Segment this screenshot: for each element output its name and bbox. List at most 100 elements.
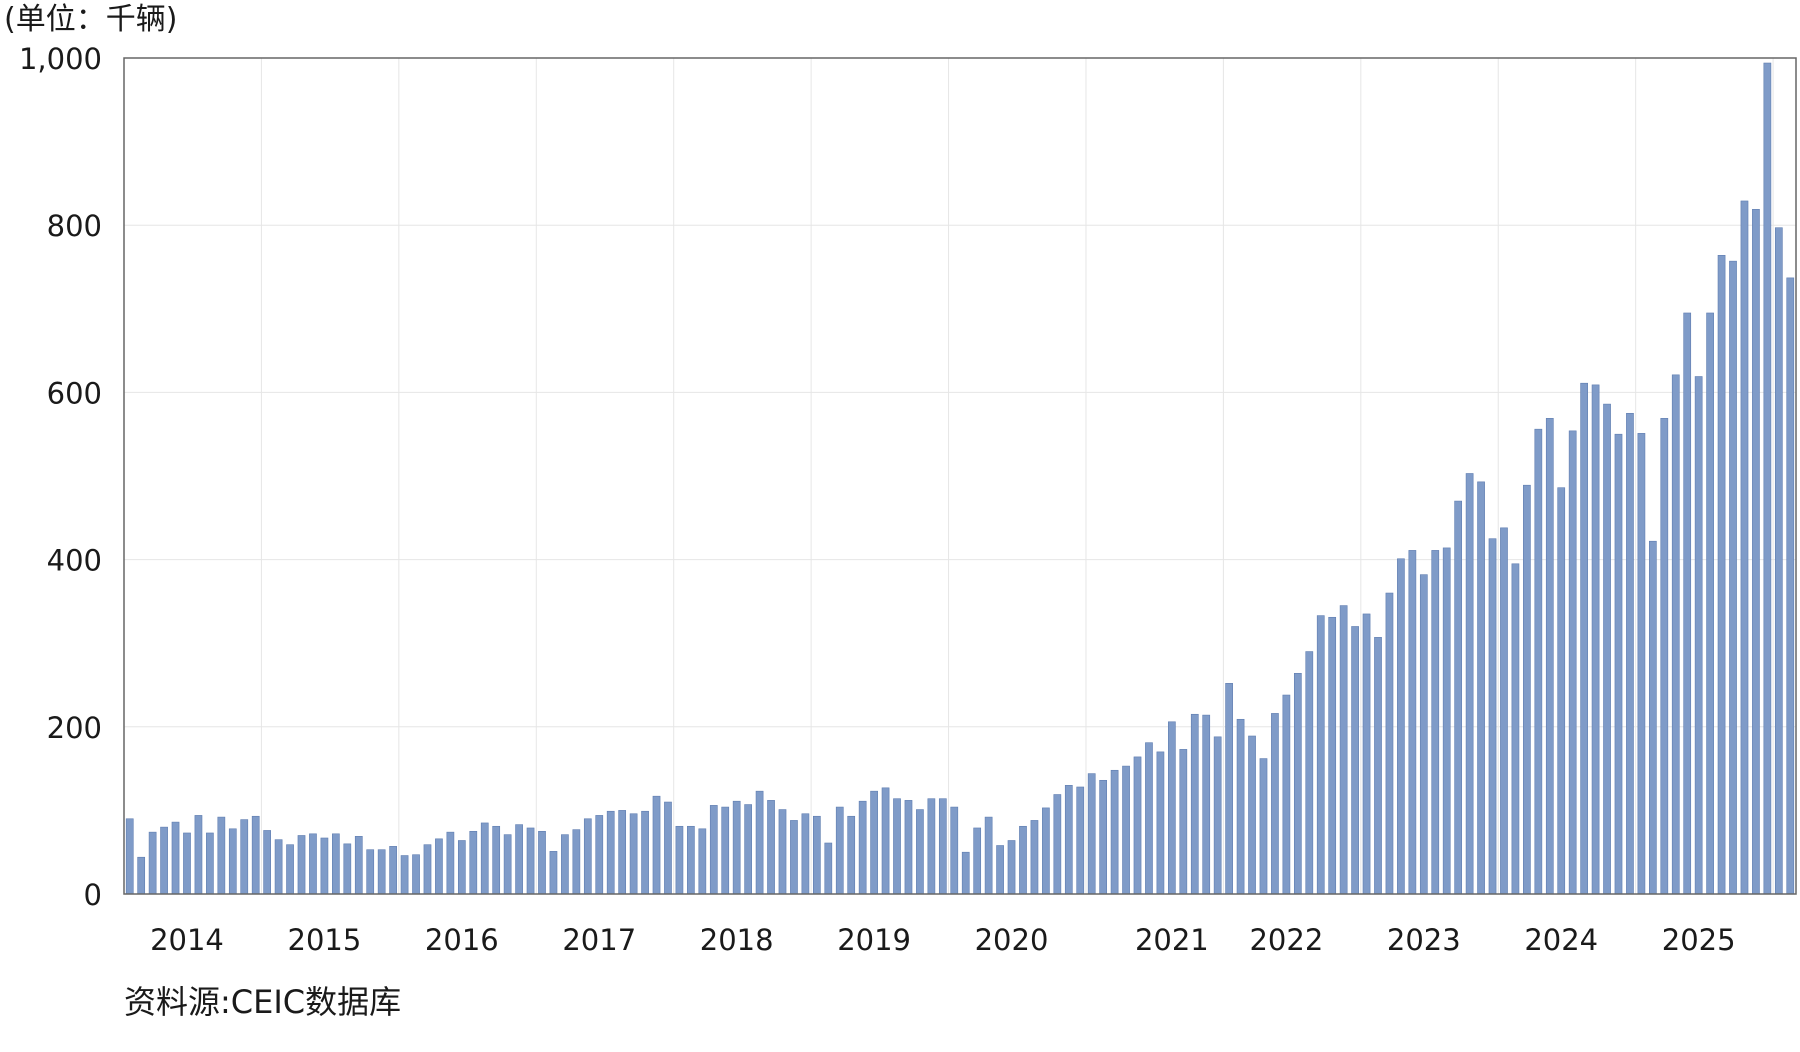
bar: [1523, 484, 1531, 895]
bar: [1774, 227, 1783, 895]
bar: [1202, 714, 1211, 895]
bar: [1213, 736, 1222, 895]
bar: [332, 833, 340, 895]
bar: [721, 806, 730, 895]
bar: [1729, 260, 1737, 895]
bar: [1007, 840, 1016, 895]
bar: [1545, 418, 1554, 895]
bar: [206, 832, 214, 895]
bar: [1236, 718, 1245, 895]
bar: [927, 798, 936, 895]
bar: [1190, 713, 1199, 895]
x-tick-label: 2017: [562, 923, 636, 957]
bar: [1603, 403, 1611, 895]
bar: [1488, 538, 1497, 895]
bar: [744, 804, 752, 895]
bar: [1351, 626, 1359, 895]
bar: [377, 849, 386, 895]
plot-frame: [123, 57, 1797, 895]
bar: [1660, 418, 1669, 895]
bar: [950, 806, 959, 895]
bar: [1465, 473, 1474, 895]
bar: [893, 798, 901, 895]
bar: [583, 818, 592, 895]
bar: [1042, 807, 1050, 895]
bar: [1259, 758, 1268, 895]
bar: [1694, 376, 1703, 895]
bar: [1671, 374, 1680, 895]
bar: [858, 800, 867, 895]
bar: [1626, 412, 1634, 895]
bar: [1557, 487, 1566, 895]
bar: [1591, 384, 1600, 895]
bar: [1374, 637, 1382, 895]
x-tick-label: 2022: [1249, 923, 1323, 957]
bar: [1225, 683, 1233, 895]
bar: [217, 816, 226, 895]
bar: [148, 831, 157, 895]
bar: [973, 827, 982, 895]
x-tick-label: 2021: [1135, 923, 1209, 957]
bar: [492, 825, 501, 895]
x-tick-label: 2019: [837, 923, 911, 957]
y-tick-label: 800: [47, 209, 102, 243]
bar: [263, 830, 272, 895]
y-tick-label: 400: [47, 544, 102, 578]
bar: [629, 813, 638, 895]
x-tick-labels: 2014 2015 2016 2017 2018 2019 2020 2021 2022 2023…: [150, 923, 1735, 957]
bar: [1534, 428, 1543, 895]
bar: [641, 810, 649, 895]
bar: [938, 798, 947, 895]
bar: [961, 851, 970, 895]
bar: [1454, 500, 1463, 895]
bar: [343, 843, 352, 895]
bar: [1717, 255, 1726, 895]
bar: [423, 844, 432, 895]
bar: [1156, 751, 1165, 895]
bar: [1133, 756, 1142, 895]
bar: [366, 849, 375, 895]
bar: [171, 821, 180, 895]
bar: [1683, 312, 1692, 895]
bar: [1763, 62, 1772, 895]
x-tick-label: 2024: [1524, 923, 1598, 957]
bar: [778, 809, 787, 895]
bar: [1786, 277, 1795, 895]
bar: [183, 832, 191, 895]
bar: [480, 822, 489, 895]
bar: [687, 825, 695, 895]
bar: [1271, 713, 1279, 895]
bar: [1408, 550, 1417, 895]
bar: [549, 851, 558, 895]
bar: [904, 800, 913, 895]
bar: [767, 800, 775, 895]
bar: [286, 844, 294, 895]
x-tick-label: 2025: [1662, 923, 1736, 957]
bar: [755, 790, 764, 895]
bar: [1752, 209, 1760, 895]
bar: [916, 809, 924, 895]
bar: [1442, 547, 1451, 895]
bar: [389, 846, 397, 895]
y-tick-label: 200: [47, 711, 102, 745]
bar: [125, 818, 134, 895]
x-tick-label: 2020: [975, 923, 1049, 957]
bar: [1511, 563, 1520, 895]
bar: [847, 815, 856, 895]
bar: [984, 816, 993, 895]
bar: [675, 825, 684, 895]
bar: [572, 829, 581, 895]
bar: [194, 815, 203, 895]
bar: [1064, 785, 1073, 895]
bar: [801, 813, 810, 895]
bar: [1076, 786, 1085, 895]
bar: [469, 830, 478, 895]
bar: [881, 787, 890, 895]
bar: [1339, 605, 1348, 895]
bar: [412, 854, 420, 895]
bar: [664, 801, 672, 895]
bar: [137, 856, 146, 895]
bar: [354, 836, 363, 895]
bar: [1087, 773, 1096, 895]
